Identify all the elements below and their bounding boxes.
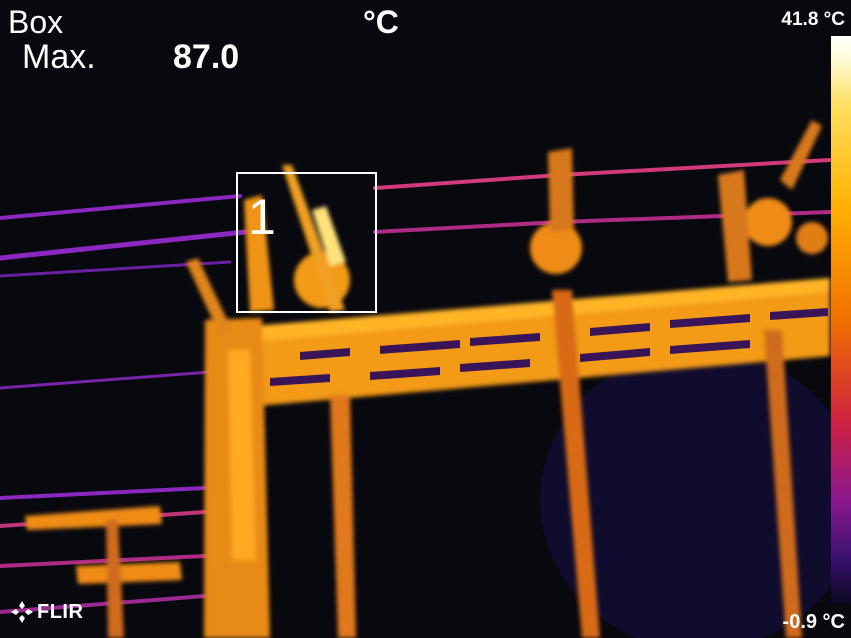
beam-slots [270,308,828,386]
measurement-box-id: 1 [248,189,276,245]
flir-snowflake-icon [11,601,33,623]
max-temperature-value: 87.0 [173,38,240,76]
scale-min-label: -0.9 °C [782,611,845,633]
measurement-mode-label: Box [8,4,64,40]
flir-logo-text: FLIR [37,600,84,623]
temperature-unit: °C [363,4,399,40]
scale-max-label: 41.8 °C [781,9,845,30]
max-label: Max. [22,38,96,76]
measurement-box[interactable] [236,172,377,313]
flir-logo: FLIR [10,600,83,624]
temperature-color-bar [831,36,851,604]
hot-structure [25,120,830,638]
power-lines [0,158,832,614]
